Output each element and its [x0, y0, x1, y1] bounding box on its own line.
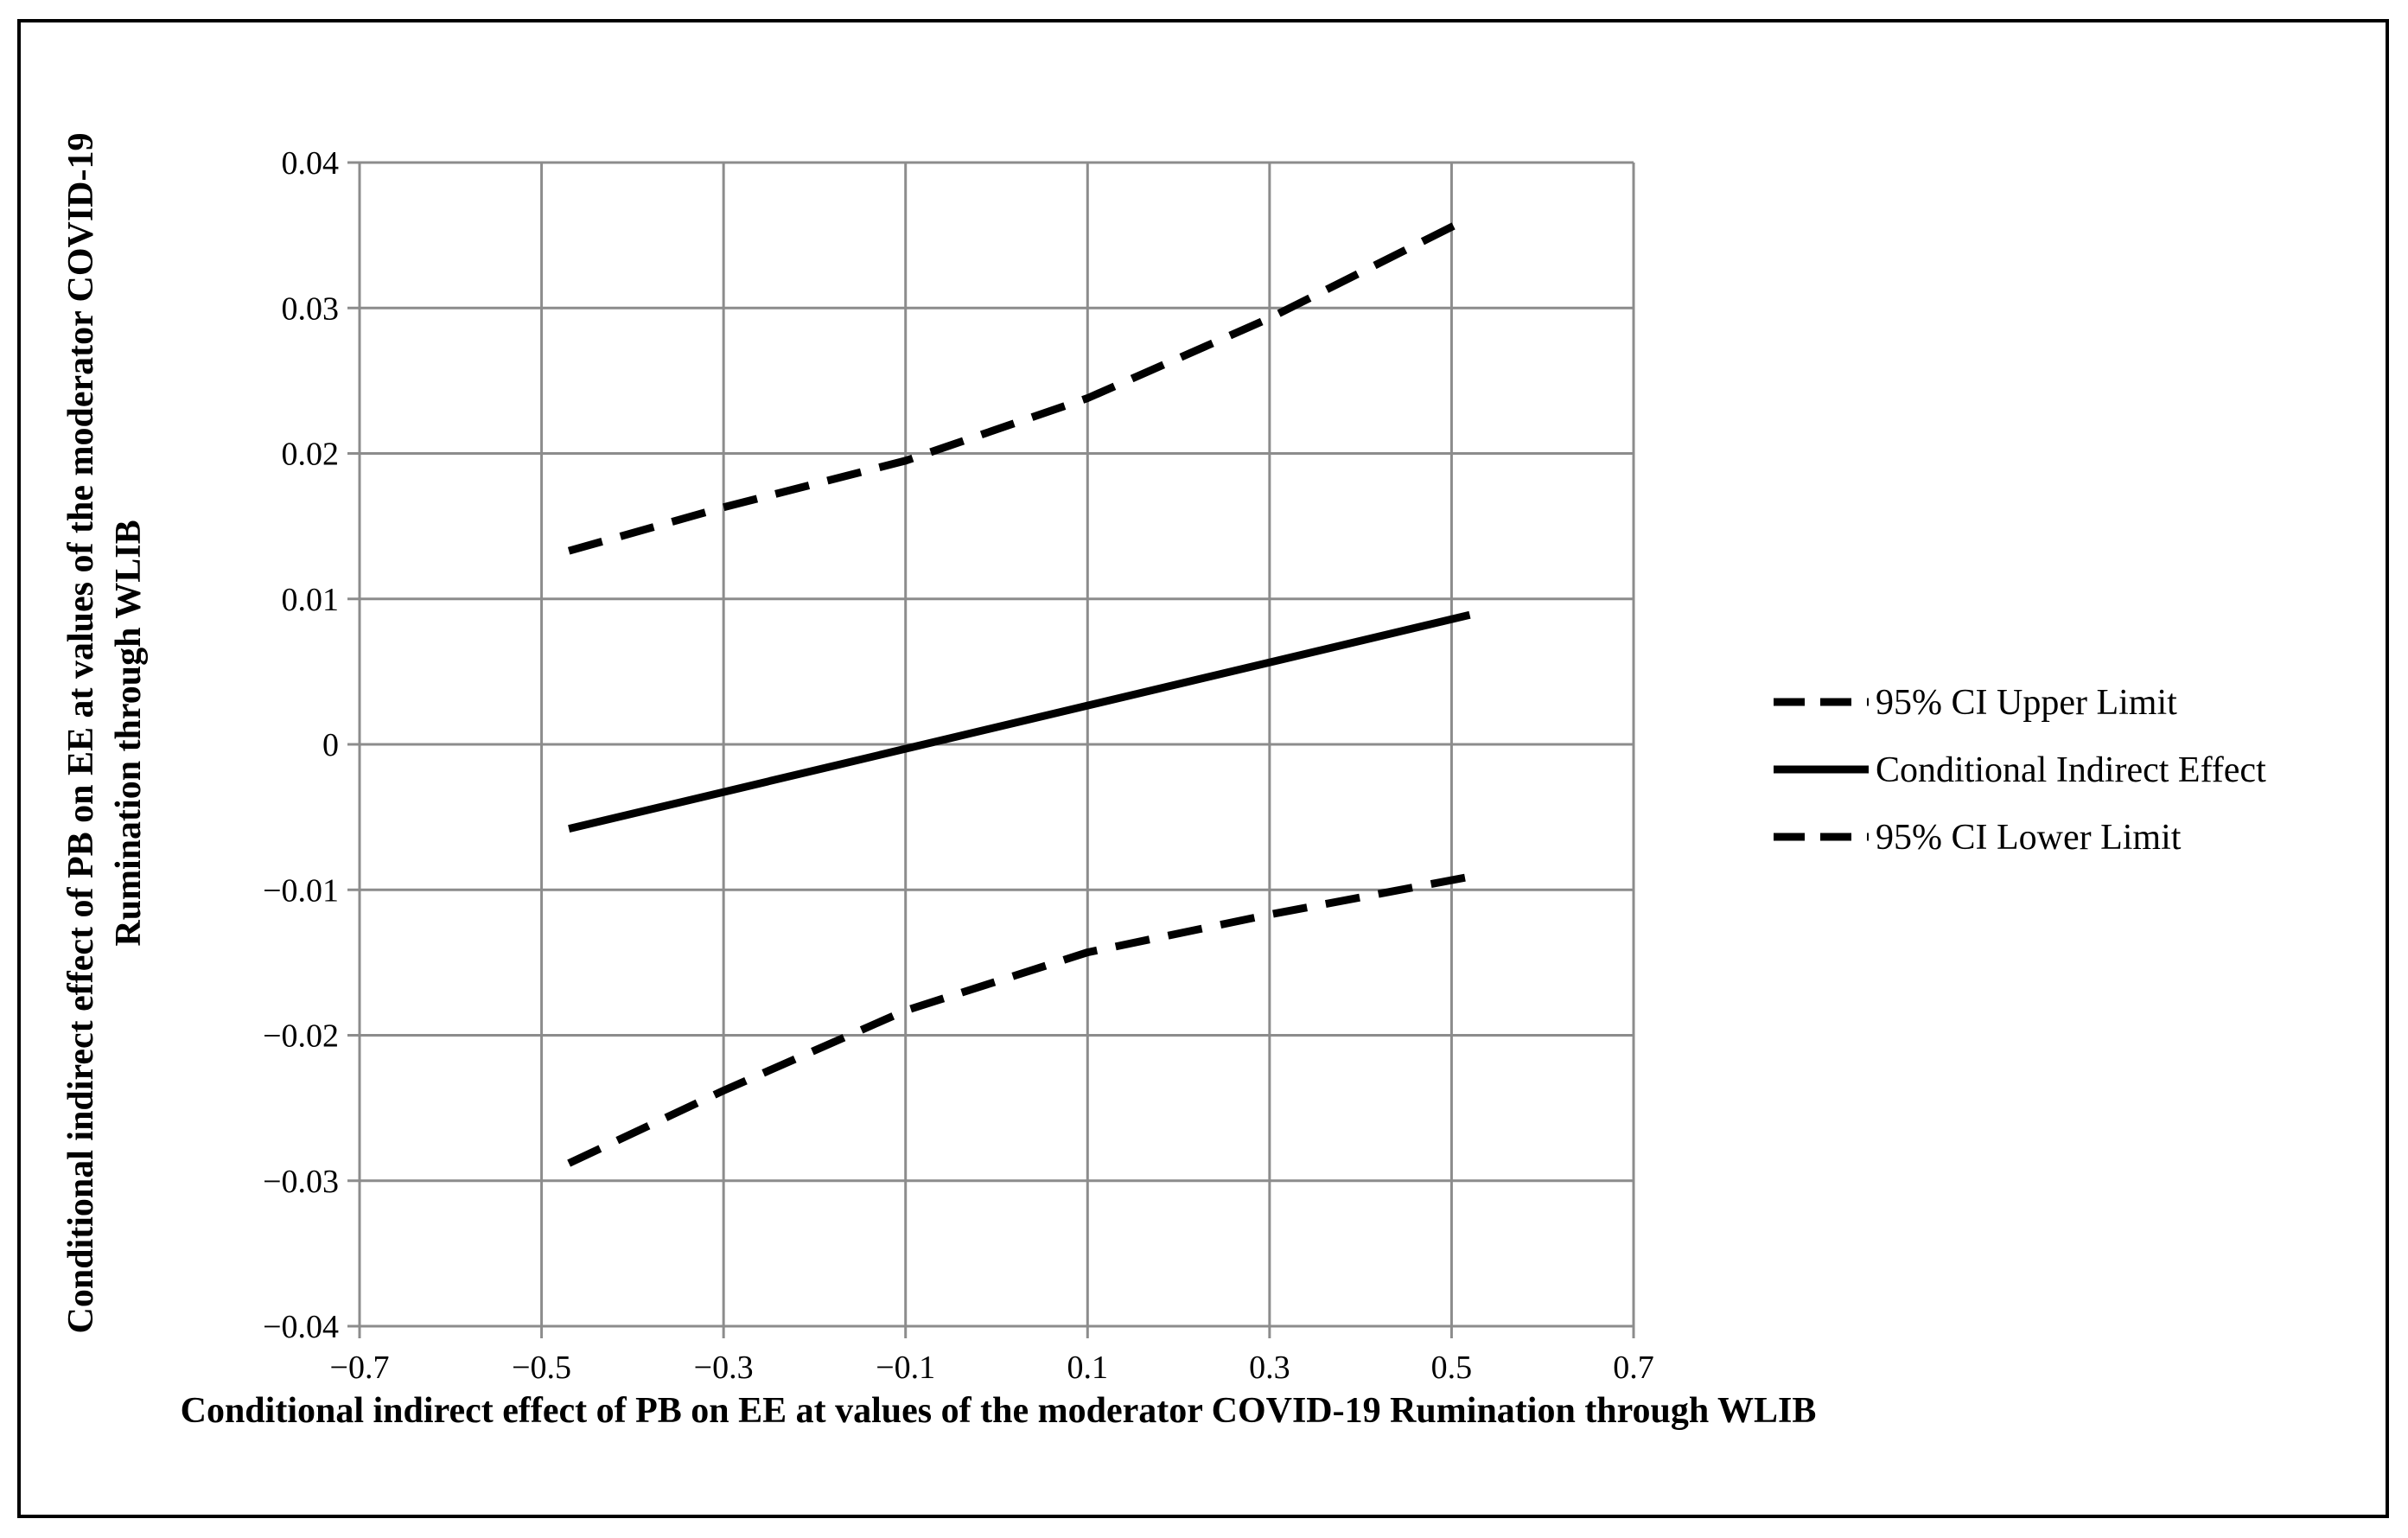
- x-tick-label: −0.7: [330, 1350, 390, 1386]
- figure-frame: [17, 19, 2389, 1518]
- x-tick-label: 0.3: [1249, 1350, 1290, 1386]
- y-tick-label: 0: [322, 727, 339, 763]
- axes: [347, 161, 1635, 1338]
- legend-label: Conditional Indirect Effect: [1876, 750, 2266, 790]
- y-tick-label: −0.03: [263, 1164, 339, 1200]
- y-tick-label: −0.01: [263, 872, 339, 909]
- x-tick-label: 0.5: [1431, 1350, 1473, 1386]
- series-line-95-ci-lower-limit: [567, 872, 1471, 1167]
- y-tick-label: −0.04: [263, 1309, 339, 1345]
- legend-label: 95% CI Upper Limit: [1876, 683, 2177, 723]
- y-tick-label: 0.03: [282, 290, 340, 327]
- x-tick-label: 0.7: [1613, 1350, 1654, 1386]
- grid: [358, 161, 1635, 1328]
- series-line-95-ci-upper-limit: [567, 214, 1472, 555]
- series-line-conditional-indirect-effect: [568, 610, 1471, 833]
- y-tick-label: −0.02: [263, 1018, 339, 1055]
- y-tick-label: 0.04: [282, 145, 340, 182]
- y-tick-label: 0.01: [282, 582, 340, 618]
- series-lines: [567, 214, 1472, 1167]
- x-tick-label: −0.1: [876, 1350, 935, 1386]
- tick-labels: 0.04 0.03 0.02 0.01 0 −0.01 −0.02 −0.03 −0.04 −0.…: [263, 145, 1654, 1386]
- y-tick-label: 0.02: [282, 437, 340, 473]
- x-tick-label: 0.1: [1067, 1350, 1109, 1386]
- legend: 95% CI Upper Limit Conditional Indirect E…: [1774, 683, 2266, 858]
- y-axis-title: Conditional indirect effect of PB on EE …: [61, 132, 149, 1334]
- legend-label: 95% CI Lower Limit: [1876, 818, 2182, 858]
- x-tick-label: −0.5: [512, 1350, 571, 1386]
- x-tick-label: −0.3: [694, 1350, 754, 1386]
- x-axis-title: Conditional indirect effect of PB on EE …: [180, 1391, 1817, 1431]
